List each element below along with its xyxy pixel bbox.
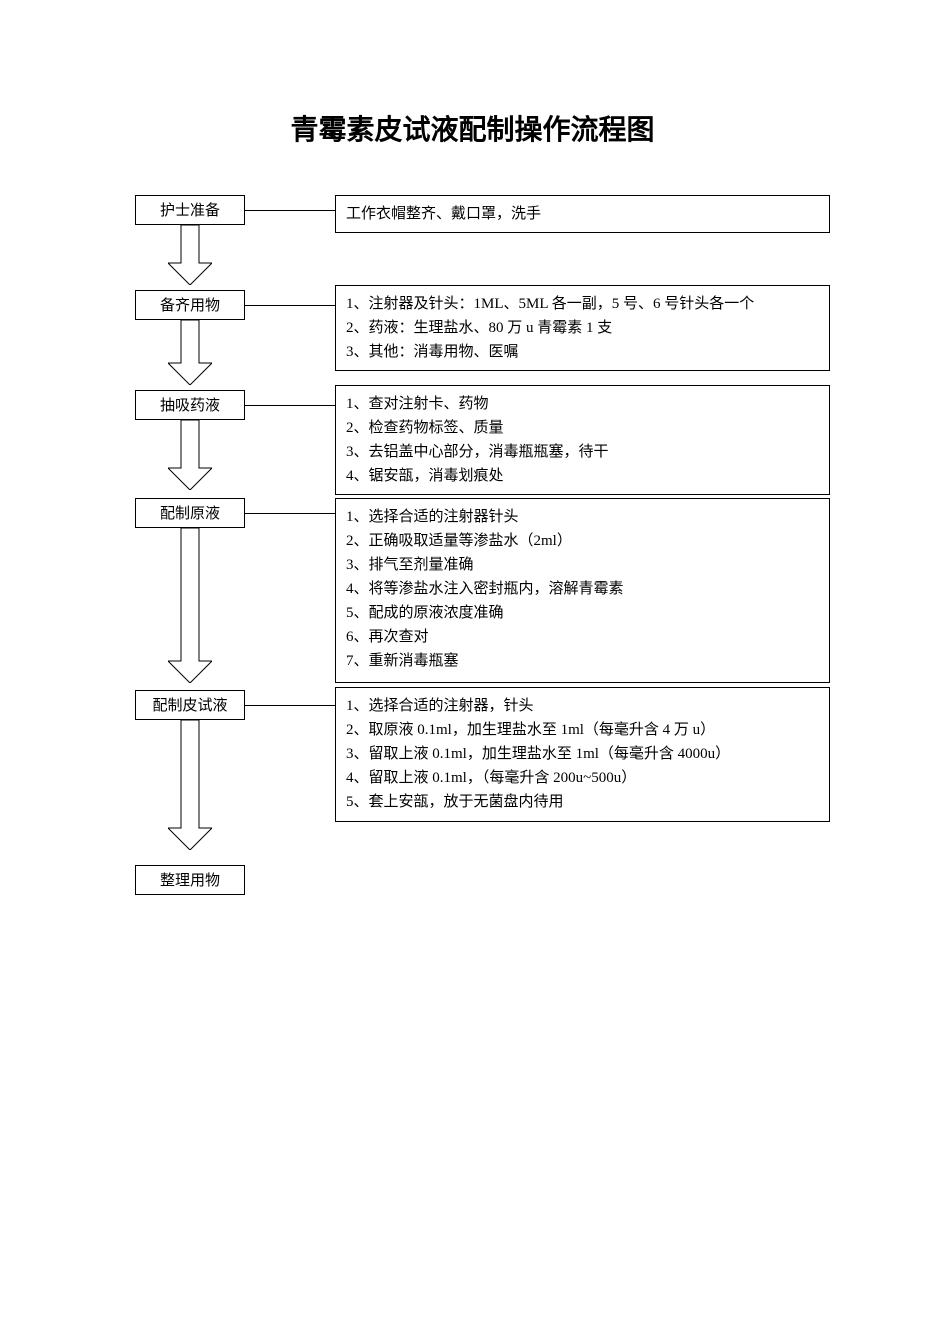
- detail-box-step1: 工作衣帽整齐、戴口罩，洗手: [335, 195, 830, 233]
- detail-line: 1、选择合适的注射器，针头: [346, 694, 819, 718]
- detail-line: 3、排气至剂量准确: [346, 553, 819, 577]
- detail-line: 2、正确吸取适量等渗盐水（2ml）: [346, 529, 819, 553]
- detail-box-step2: 1、注射器及针头：1ML、5ML 各一副，5 号、6 号针头各一个2、药液：生理…: [335, 285, 830, 371]
- detail-line: 5、套上安瓿，放于无菌盘内待用: [346, 790, 819, 814]
- step-box-step2: 备齐用物: [135, 290, 245, 320]
- down-arrow-step5: [168, 720, 212, 850]
- detail-line: 1、选择合适的注射器针头: [346, 505, 819, 529]
- detail-line: 5、配成的原液浓度准确: [346, 601, 819, 625]
- detail-line: 3、去铝盖中心部分，消毒瓶瓶塞，待干: [346, 440, 819, 464]
- step-box-step6: 整理用物: [135, 865, 245, 895]
- detail-line: 4、将等渗盐水注入密封瓶内，溶解青霉素: [346, 577, 819, 601]
- detail-line: 3、其他：消毒用物、医嘱: [346, 340, 819, 364]
- detail-line: 2、药液：生理盐水、80 万 u 青霉素 1 支: [346, 316, 819, 340]
- step-box-step1: 护士准备: [135, 195, 245, 225]
- detail-line: 6、再次查对: [346, 625, 819, 649]
- down-arrow-step3: [168, 420, 212, 490]
- detail-line: 1、查对注射卡、药物: [346, 392, 819, 416]
- down-arrow-step1: [168, 225, 212, 285]
- detail-box-step4: 1、选择合适的注射器针头2、正确吸取适量等渗盐水（2ml）3、排气至剂量准确4、…: [335, 498, 830, 683]
- down-arrow-step4: [168, 528, 212, 683]
- detail-line: 1、注射器及针头：1ML、5ML 各一副，5 号、6 号针头各一个: [346, 292, 819, 316]
- detail-line: 工作衣帽整齐、戴口罩，洗手: [346, 202, 819, 226]
- connector-step2: [245, 305, 335, 306]
- connector-step5: [245, 705, 335, 706]
- step-box-step3: 抽吸药液: [135, 390, 245, 420]
- down-arrow-step2: [168, 320, 212, 385]
- connector-step1: [245, 210, 335, 211]
- detail-line: 4、留取上液 0.1ml，（每毫升含 200u~500u）: [346, 766, 819, 790]
- detail-line: 7、重新消毒瓶塞: [346, 649, 819, 673]
- connector-step3: [245, 405, 335, 406]
- detail-line: 2、检查药物标签、质量: [346, 416, 819, 440]
- page-title: 青霉素皮试液配制操作流程图: [0, 108, 945, 148]
- detail-box-step5: 1、选择合适的注射器，针头2、取原液 0.1ml，加生理盐水至 1ml（每毫升含…: [335, 687, 830, 822]
- connector-step4: [245, 513, 335, 514]
- detail-line: 4、锯安瓿，消毒划痕处: [346, 464, 819, 488]
- detail-box-step3: 1、查对注射卡、药物2、检查药物标签、质量3、去铝盖中心部分，消毒瓶瓶塞，待干4…: [335, 385, 830, 495]
- detail-line: 2、取原液 0.1ml，加生理盐水至 1ml（每毫升含 4 万 u）: [346, 718, 819, 742]
- detail-line: 3、留取上液 0.1ml，加生理盐水至 1ml（每毫升含 4000u）: [346, 742, 819, 766]
- step-box-step4: 配制原液: [135, 498, 245, 528]
- step-box-step5: 配制皮试液: [135, 690, 245, 720]
